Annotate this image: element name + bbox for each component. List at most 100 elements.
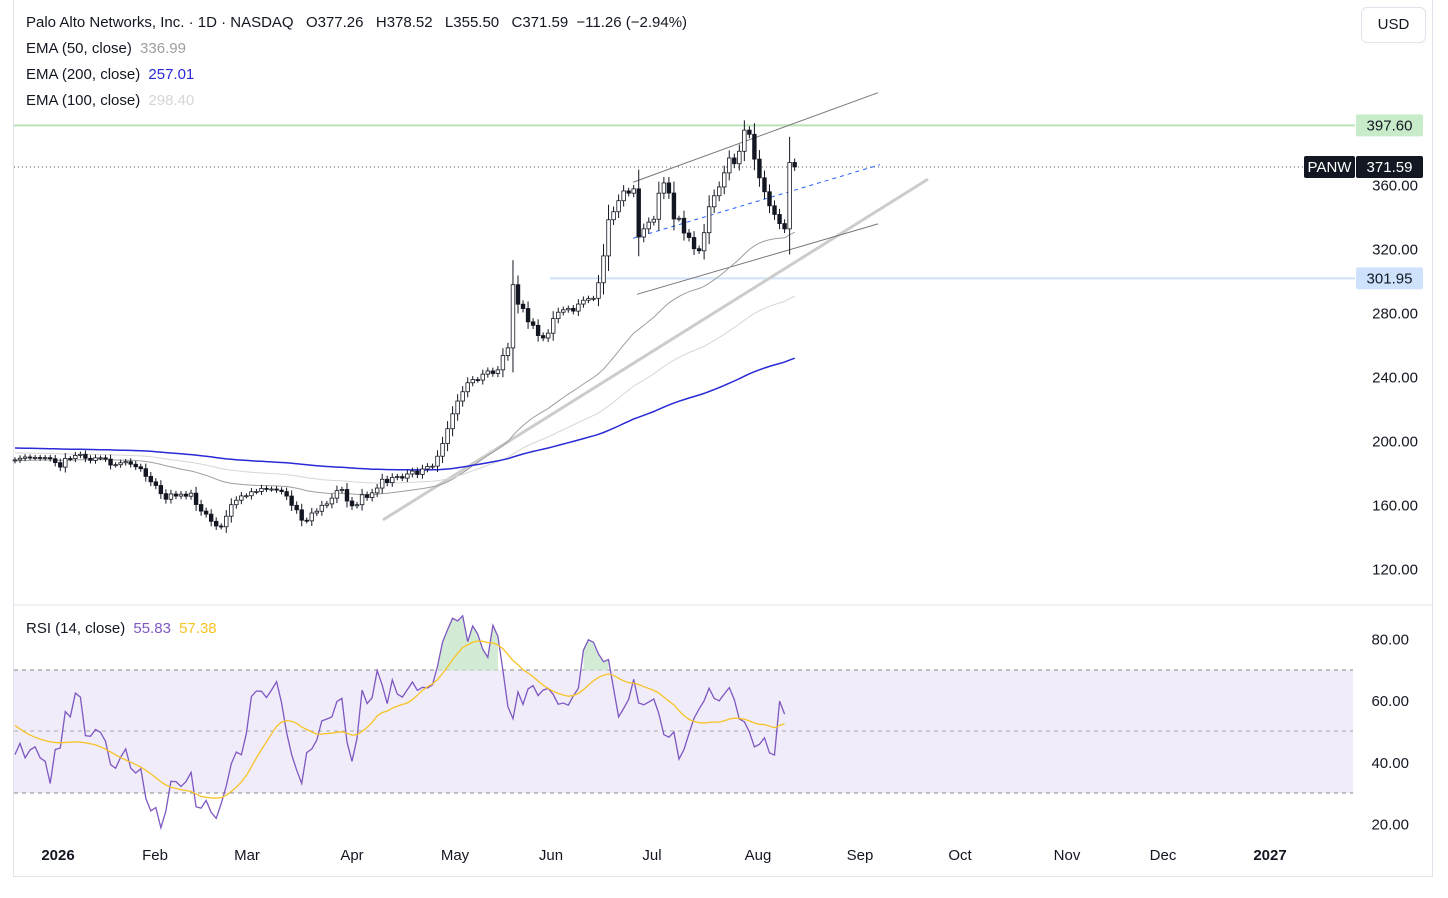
candle-up [334,490,340,499]
currency-button[interactable]: USD [1361,7,1426,43]
rsi-ma-line [14,640,785,799]
price-axis-label: 320.00 [1372,242,1418,259]
candle-down [68,458,73,460]
candle-down [767,191,772,207]
candle-up [455,400,460,415]
ema100-label: EMA (100, close) [26,92,141,109]
ema200-line [14,357,795,471]
candle [405,470,410,482]
symbol-legend[interactable]: Palo Alto Networks, Inc. · 1D · NASDAQ O… [26,14,691,31]
rsi-line [14,614,786,831]
candle-down [143,468,148,477]
candle [148,472,154,487]
candle-up [661,182,667,194]
candle-up [500,355,506,371]
candle [666,177,672,199]
candle-down [364,494,370,498]
candle [294,501,299,514]
candle [219,523,224,530]
candle [515,275,521,314]
candle-down [530,321,536,326]
candle [606,204,611,271]
candle-up [742,129,747,152]
candle [269,486,274,492]
ticker-label-text: PANW [1308,159,1353,176]
candle [68,456,73,462]
ema100-value: 298.40 [148,92,195,109]
candle [42,455,48,461]
candle [782,219,787,234]
time-axis-label: Dec [1150,847,1177,864]
candle-up [561,309,566,313]
candle-up [711,195,717,208]
candle [173,490,179,500]
candle [168,489,174,504]
candle [556,307,561,324]
candle [727,150,732,181]
time-axis-label: Jul [642,847,661,864]
time-axis-label: Jun [539,847,563,864]
time-axis-label: Sep [847,847,874,864]
candle [369,488,375,502]
candle-up [566,307,571,311]
candle [27,454,33,461]
candle [732,153,737,169]
candle-up [224,515,229,528]
ema50-legend[interactable]: EMA (50, close) 336.99 [26,40,190,57]
candle [631,184,636,198]
ema100-legend[interactable]: EMA (100, close) 298.40 [26,92,198,109]
candle-down [138,466,143,470]
ema200-legend[interactable]: EMA (200, close) 257.01 [26,66,198,83]
last-price-label: 371.59 [1356,155,1423,178]
rsi-legend[interactable]: RSI (14, close) 55.83 57.38 [26,620,221,637]
candle-down [691,237,697,250]
time-axis-label: Apr [340,847,363,864]
candle-down [525,308,531,323]
candle [374,483,380,497]
candle [490,367,496,377]
candle-down [48,457,53,460]
candle-up [420,468,425,475]
candle-down [299,509,304,521]
candle-up [505,347,511,356]
candle-down [535,324,541,336]
candle-up [641,228,646,238]
candle [349,496,355,510]
candle-down [208,513,214,522]
candle [37,454,43,461]
candle [304,517,309,524]
candle [354,501,360,509]
candle-down [289,495,294,506]
candle [364,491,370,501]
candle [309,507,314,527]
candle-up [495,369,501,374]
candle [63,453,68,473]
candle-up [611,211,616,221]
candle-down [27,456,33,459]
candle [551,311,556,341]
rsi-value: 55.83 [133,620,171,637]
candle-down [133,463,138,468]
candle [133,460,138,471]
ticker-label: PANW [1304,155,1355,178]
candle [737,144,742,171]
candle-up [676,217,682,220]
candle-up [470,379,475,384]
rsi-ma-value: 57.38 [179,620,217,637]
channel-lower-line [636,223,879,295]
candle-up [722,172,727,188]
candle-up [254,491,259,493]
candle-down [475,379,480,381]
candle-down [385,478,390,484]
candle [229,498,234,523]
candle [626,187,631,197]
candle [772,200,777,220]
candle [706,195,712,245]
candle [576,299,581,316]
ema100-line [14,295,795,484]
time-axis-label: Oct [948,847,972,864]
candle-down [671,192,677,220]
candle [12,457,18,464]
candle-down [777,214,782,224]
